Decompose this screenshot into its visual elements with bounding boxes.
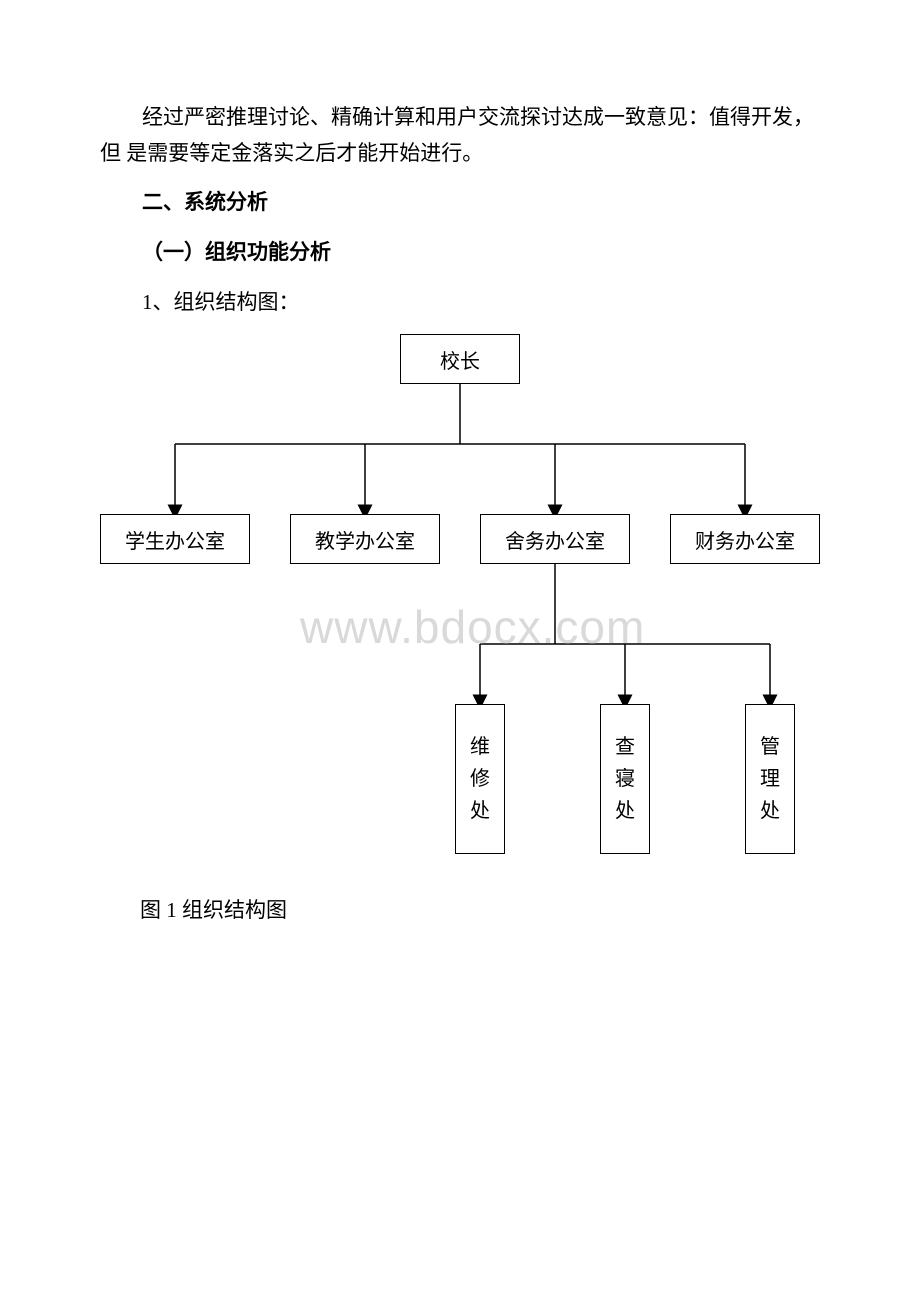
org-chart: 校长学生办公室教学办公室舍务办公室财务办公室维修处 查寝处 管理处 xyxy=(100,334,820,864)
figure-caption: 图 1 组织结构图 xyxy=(140,894,820,924)
org-node-l2d: 财务办公室 xyxy=(670,514,820,564)
paragraph-intro: 经过严密推理讨论、精确计算和用户交流探讨达成一致意见：值得开发，但 是需要等定金… xyxy=(100,100,820,171)
org-node-l3b: 查寝处 xyxy=(600,704,650,854)
heading-section-2: 二、系统分析 xyxy=(100,185,820,221)
org-node-l2b: 教学办公室 xyxy=(290,514,440,564)
org-node-l3a: 维修处 xyxy=(455,704,505,854)
paragraph-list-1: 1、组织结构图： xyxy=(100,285,820,321)
org-node-l2c: 舍务办公室 xyxy=(480,514,630,564)
org-node-root: 校长 xyxy=(400,334,520,384)
org-node-l3c: 管理处 xyxy=(745,704,795,854)
document-body: 经过严密推理讨论、精确计算和用户交流探讨达成一致意见：值得开发，但 是需要等定金… xyxy=(0,0,920,924)
org-node-l2a: 学生办公室 xyxy=(100,514,250,564)
heading-subsection-1: （一）组织功能分析 xyxy=(100,235,820,271)
